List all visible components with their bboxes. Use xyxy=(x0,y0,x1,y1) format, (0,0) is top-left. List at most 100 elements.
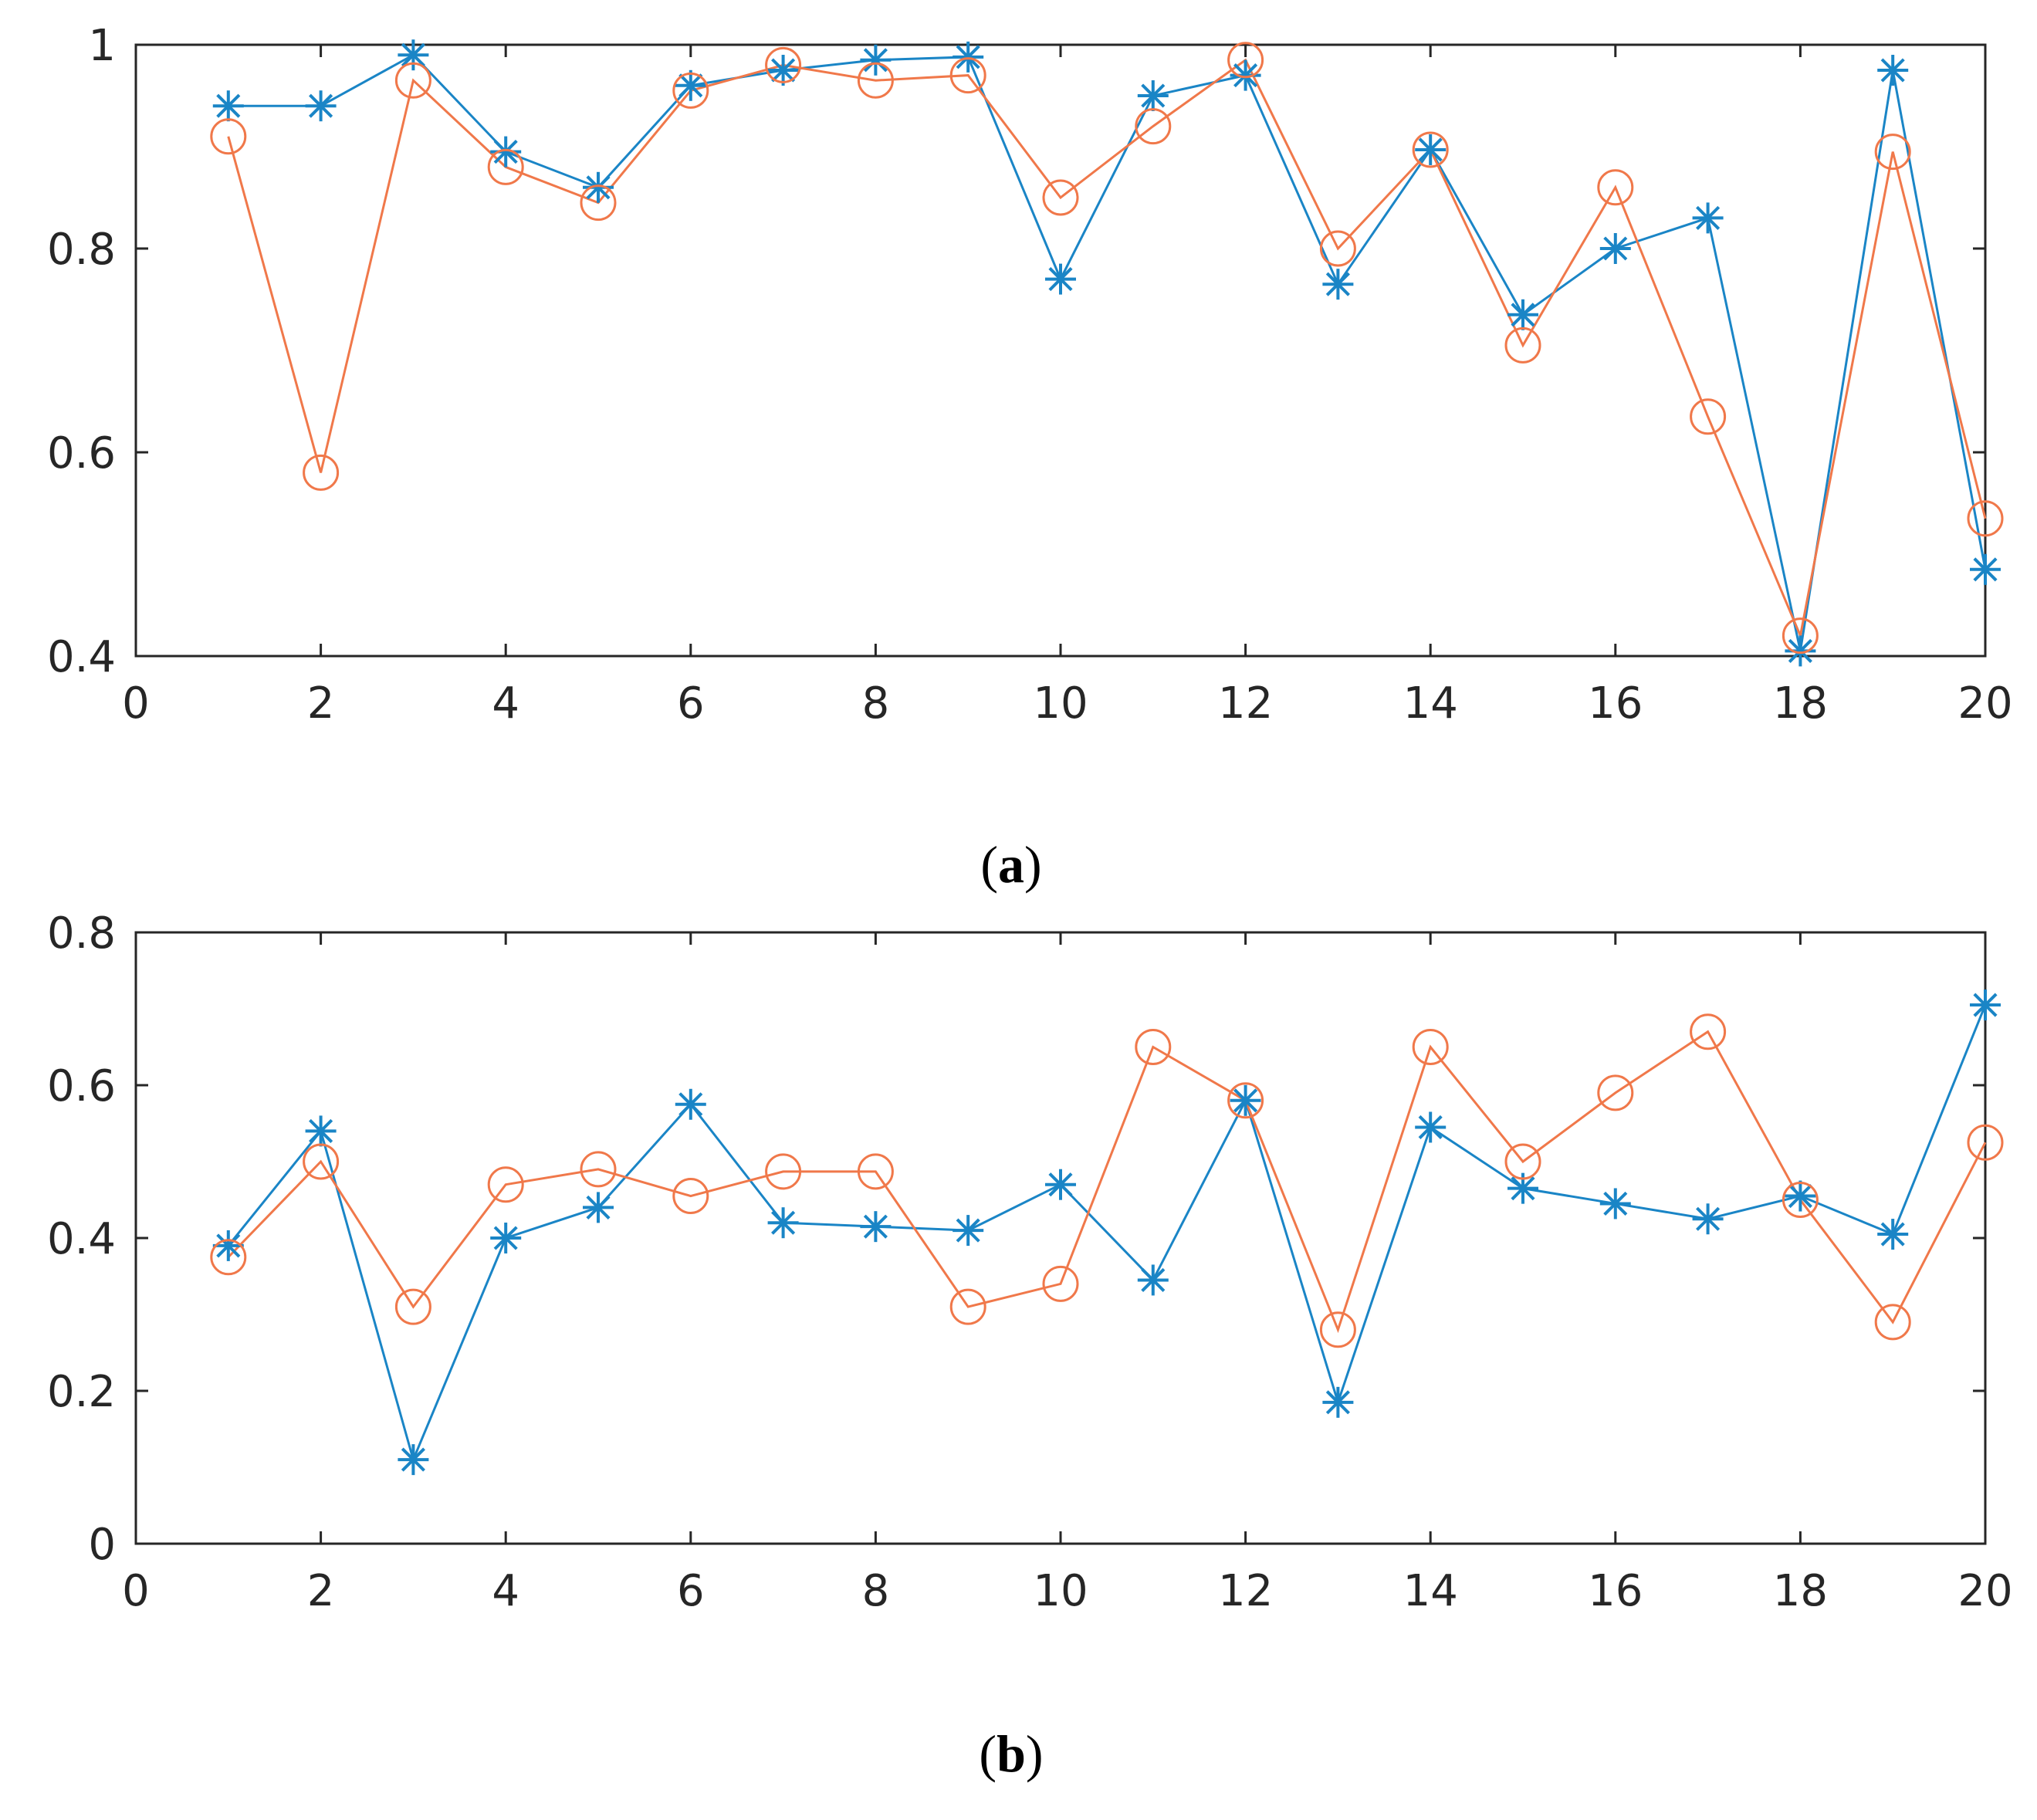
data-point-asterisk xyxy=(1045,263,1076,295)
data-point-circle xyxy=(1504,326,1541,364)
x-tick-label: 20 xyxy=(1957,1566,2012,1616)
x-tick-label: 6 xyxy=(677,678,705,729)
data-point-circle xyxy=(1874,134,1911,171)
x-tick-label: 14 xyxy=(1403,1566,1458,1616)
series-line-asterisk xyxy=(228,53,1987,651)
x-tick-label: 16 xyxy=(1588,678,1643,729)
data-point-asterisk xyxy=(675,1088,706,1120)
data-point-asterisk xyxy=(490,136,522,167)
data-point-circle xyxy=(303,1143,340,1180)
data-point-asterisk xyxy=(1415,134,1447,165)
data-point-asterisk xyxy=(1507,299,1538,330)
data-point-asterisk xyxy=(583,1192,614,1223)
data-point-asterisk xyxy=(212,1230,244,1261)
x-tick-label: 2 xyxy=(307,1566,335,1616)
x-tick-label: 8 xyxy=(862,678,890,729)
data-point-circle xyxy=(1874,1304,1911,1341)
data-point-asterisk xyxy=(1970,553,2001,585)
x-tick-label: 4 xyxy=(492,1566,519,1616)
data-point-circle xyxy=(857,62,894,99)
data-point-circle xyxy=(303,454,340,491)
x-tick-label: 6 xyxy=(677,1566,705,1616)
data-point-circle xyxy=(394,62,431,99)
y-tick-label: 0.2 xyxy=(47,1367,116,1417)
data-point-circle xyxy=(1967,500,2004,537)
x-tick-label: 20 xyxy=(1957,678,2012,729)
x-tick-label: 16 xyxy=(1588,1566,1643,1616)
data-point-circle xyxy=(1597,169,1634,206)
data-point-asterisk xyxy=(490,1223,522,1253)
data-point-asterisk xyxy=(212,90,244,122)
data-point-asterisk xyxy=(1785,1180,1816,1212)
y-tick-label: 0 xyxy=(88,1520,116,1570)
x-tick-label: 18 xyxy=(1773,678,1828,729)
data-point-asterisk xyxy=(583,171,614,203)
data-point-circle xyxy=(580,1151,617,1188)
data-point-circle xyxy=(857,1153,894,1190)
data-point-circle xyxy=(1782,617,1819,655)
data-point-asterisk xyxy=(398,39,429,71)
data-point-asterisk xyxy=(953,1215,984,1247)
x-tick-label: 8 xyxy=(862,1566,890,1616)
data-point-asterisk xyxy=(860,1211,892,1243)
data-point-circle xyxy=(1042,179,1079,216)
x-tick-label: 12 xyxy=(1218,1566,1273,1616)
data-point-circle xyxy=(1782,1182,1819,1218)
data-point-circle xyxy=(949,1288,986,1325)
y-tick-label: 0.8 xyxy=(47,225,116,275)
data-point-asterisk xyxy=(1785,635,1816,667)
data-point-asterisk xyxy=(1322,269,1354,300)
data-point-circle xyxy=(1690,1013,1727,1050)
data-point-asterisk xyxy=(1137,1264,1169,1296)
data-point-asterisk xyxy=(767,1207,799,1239)
y-tick-label: 0.4 xyxy=(47,1214,116,1264)
data-point-asterisk xyxy=(1877,55,1909,86)
data-point-asterisk xyxy=(305,1115,337,1147)
data-point-circle xyxy=(672,1178,709,1215)
data-point-asterisk xyxy=(1599,1188,1631,1220)
data-point-asterisk xyxy=(1692,1203,1724,1235)
data-point-circle xyxy=(765,1153,802,1190)
data-point-asterisk xyxy=(1137,80,1169,111)
x-tick-label: 10 xyxy=(1033,678,1088,729)
data-point-circle xyxy=(1412,131,1449,168)
data-point-asterisk xyxy=(1045,1169,1076,1200)
data-point-circle xyxy=(487,148,524,185)
x-tick-label: 14 xyxy=(1403,678,1458,729)
data-point-asterisk xyxy=(953,41,984,73)
data-point-circle xyxy=(1042,1265,1079,1302)
data-point-circle xyxy=(1227,1082,1264,1119)
x-tick-label: 10 xyxy=(1033,1566,1088,1616)
x-tick-label: 12 xyxy=(1218,678,1273,729)
y-tick-label: 0.6 xyxy=(47,1061,116,1111)
data-point-circle xyxy=(949,57,986,94)
series-line-asterisk xyxy=(227,1004,1987,1463)
series-line-circle xyxy=(227,1030,1987,1334)
data-point-asterisk xyxy=(1692,202,1724,234)
data-point-circle xyxy=(672,72,709,109)
data-point-circle xyxy=(1135,108,1172,145)
data-point-circle xyxy=(1597,1074,1634,1111)
data-point-circle xyxy=(1504,1143,1541,1180)
data-point-asterisk xyxy=(398,1444,429,1476)
y-tick-label: 0.4 xyxy=(47,632,116,682)
data-point-asterisk xyxy=(767,55,799,86)
data-point-circle xyxy=(210,118,247,155)
data-point-circle xyxy=(1690,398,1727,435)
data-point-circle xyxy=(1319,230,1356,267)
series-line-circle xyxy=(227,58,1987,640)
chart-panel-b: 0 2 4 6 8 10 12 14 16 18 20 0 0.2 0.4 0.6 0.8 xyxy=(47,908,2013,1616)
data-point-asterisk xyxy=(305,90,337,122)
caption-b: (b) xyxy=(979,1724,1043,1783)
x-tick-label: 0 xyxy=(122,678,150,729)
data-point-circle xyxy=(210,1239,247,1276)
x-tick-label: 18 xyxy=(1773,1566,1828,1616)
data-point-circle xyxy=(1967,1124,2004,1161)
y-tick-label: 1 xyxy=(88,21,116,71)
data-point-circle xyxy=(1412,1029,1449,1065)
data-point-asterisk xyxy=(1599,233,1631,264)
x-tick-label: 4 xyxy=(492,678,519,729)
x-tick-label: 2 xyxy=(307,678,335,729)
y-tick-label: 0.6 xyxy=(47,428,116,479)
